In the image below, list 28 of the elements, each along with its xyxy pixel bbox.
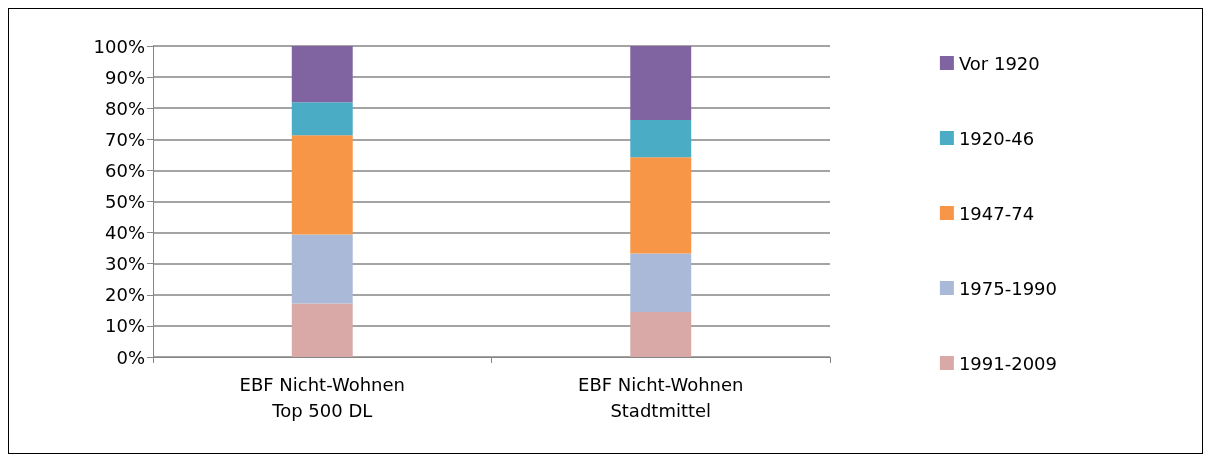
y-tick-label: 20% <box>104 284 145 306</box>
y-tick-label: 40% <box>104 222 145 244</box>
x-tick-label: EBF Nicht-Wohnen Top 500 DL <box>239 373 405 421</box>
bar <box>630 46 692 121</box>
y-tick-label: 60% <box>104 159 145 181</box>
y-tick-label: 30% <box>104 253 145 275</box>
y-tick-label: 100% <box>93 35 145 57</box>
y-tick-label: 90% <box>104 66 145 88</box>
bar <box>291 102 353 136</box>
legend-label: Vor 1920 <box>958 52 1040 74</box>
y-tick-label: 10% <box>104 315 145 337</box>
y-tick-label: 0% <box>116 346 145 368</box>
legend-label: 1991-2009 <box>958 352 1058 374</box>
bar <box>291 46 353 103</box>
bar <box>630 157 692 254</box>
y-tick-label: 80% <box>104 97 145 119</box>
bar <box>630 311 692 357</box>
y-tick-label: 50% <box>104 191 145 212</box>
x-tick-label: EBF Nicht-Wohnen Stadtmittel <box>578 373 744 421</box>
legend-label: 1975-1990 <box>958 277 1058 299</box>
y-tick-label: 70% <box>104 128 145 150</box>
bar <box>630 120 692 158</box>
bar <box>291 234 353 304</box>
legend-label: 1920-46 <box>958 127 1035 149</box>
bar <box>291 303 353 357</box>
bar <box>291 135 353 235</box>
bar <box>630 253 692 312</box>
legend-label: 1947-74 <box>958 202 1035 224</box>
